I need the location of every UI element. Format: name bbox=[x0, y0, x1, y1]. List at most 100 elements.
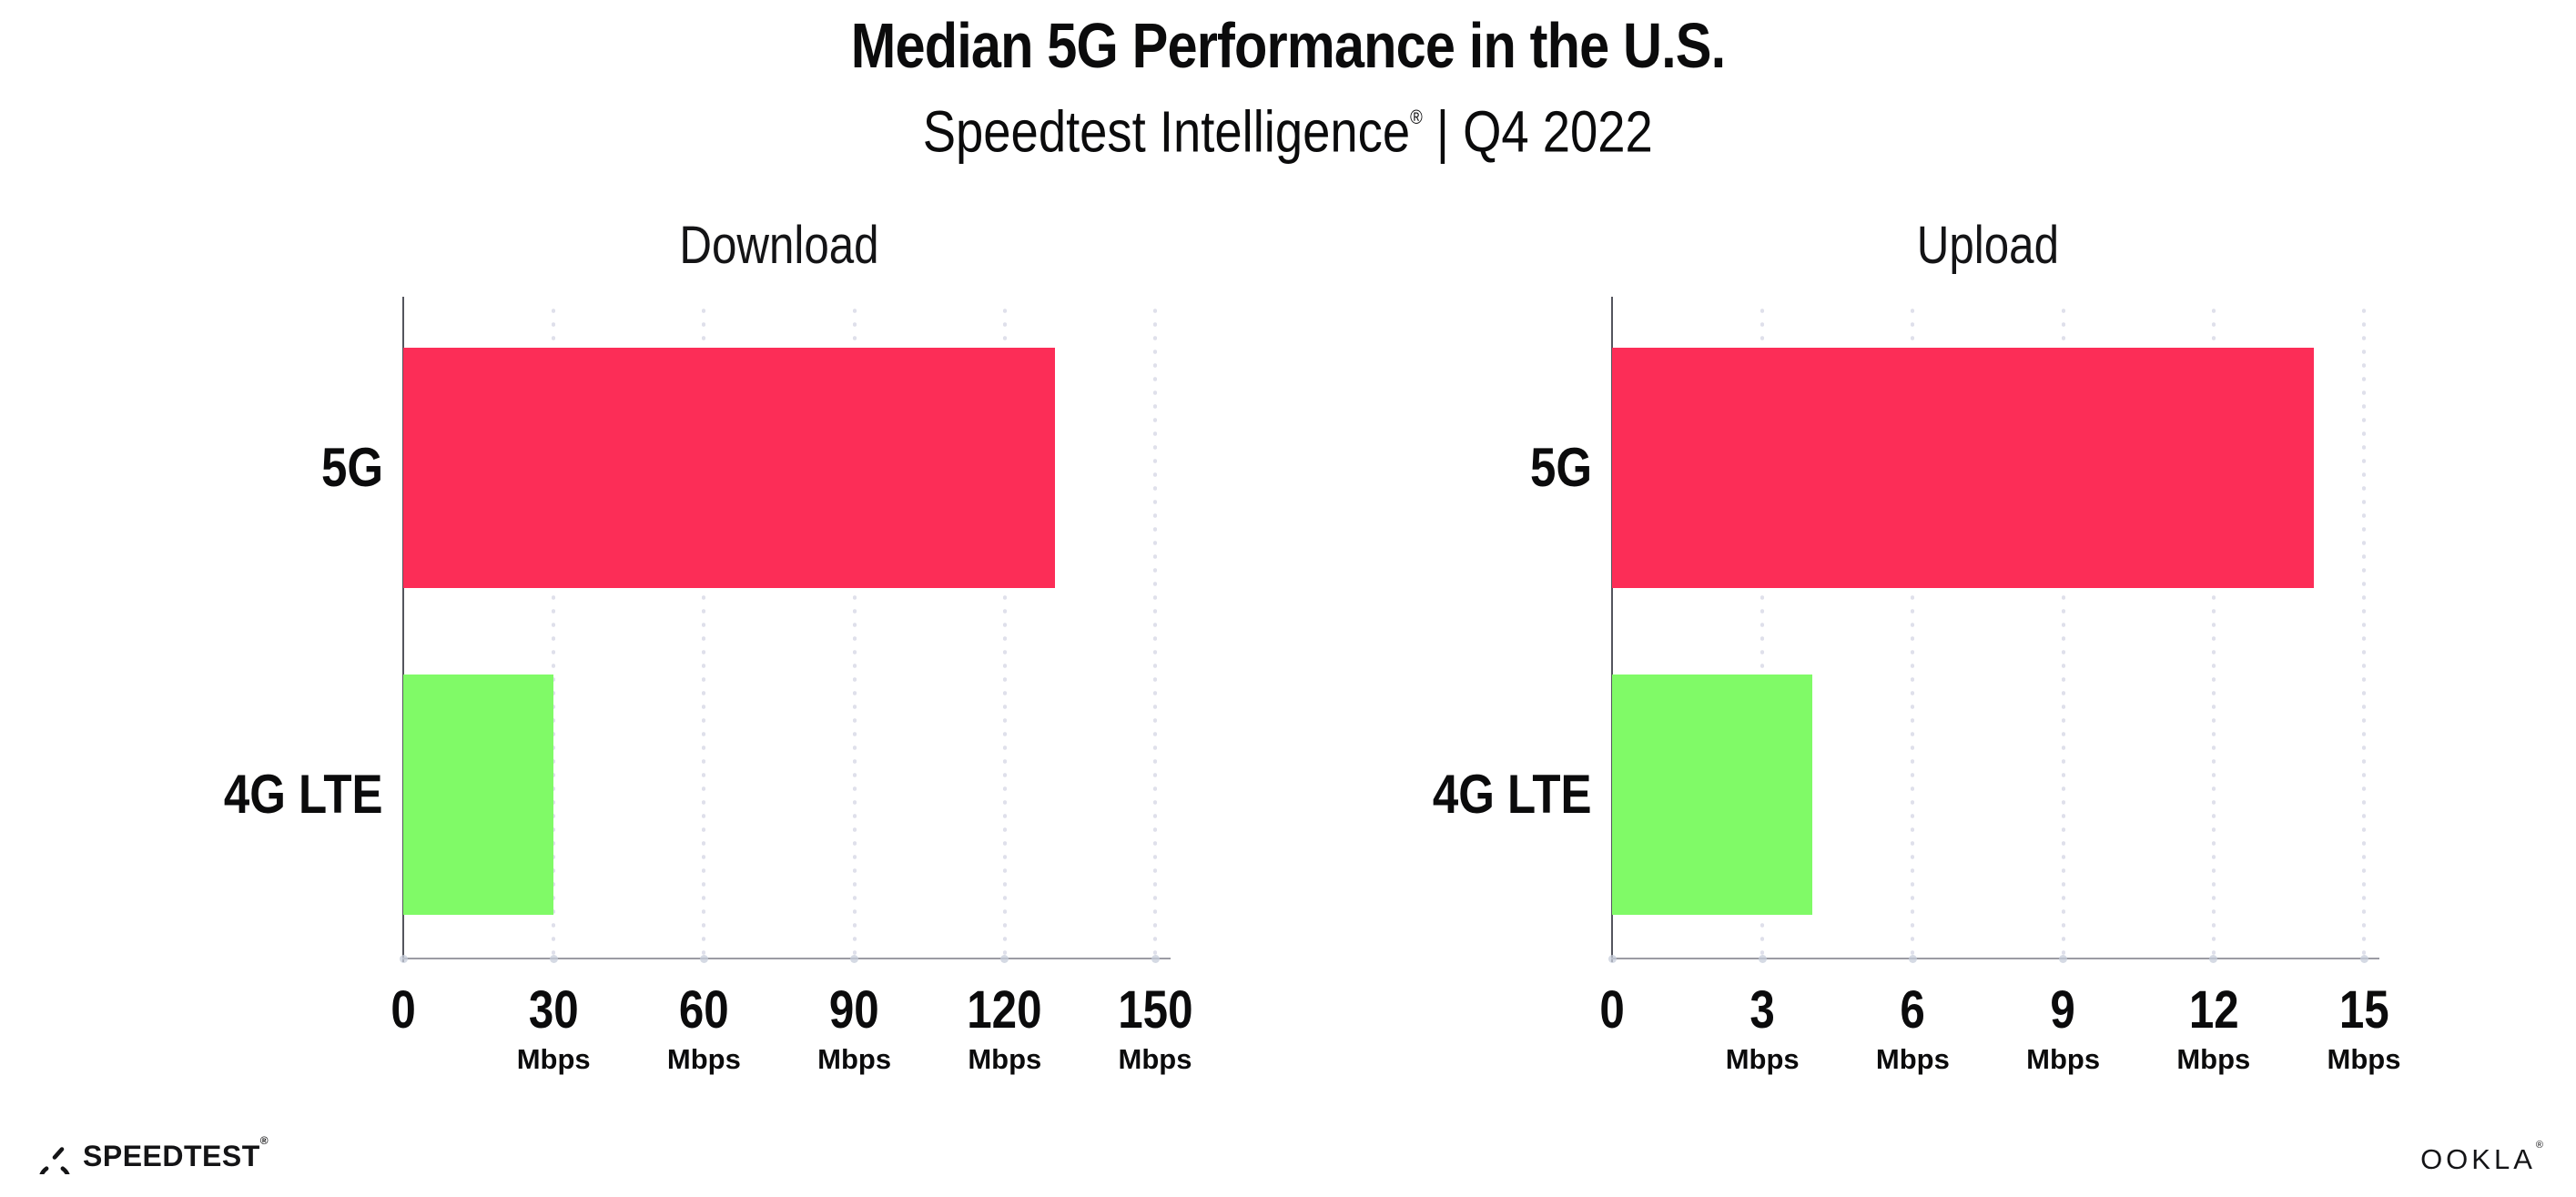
bar-5g bbox=[1612, 347, 2314, 588]
chart-title-upload-text: Upload bbox=[1916, 216, 2060, 275]
ookla-wordmark: OOKLA® bbox=[2420, 1139, 2543, 1176]
tick-number-text: 9 bbox=[2050, 980, 2076, 1040]
tick-unit-label: Mbps bbox=[968, 1043, 1042, 1075]
speedtest-wordmark-text: SPEEDTEST bbox=[83, 1139, 260, 1172]
tick-unit-label: Mbps bbox=[1725, 1043, 1800, 1075]
tick-unit-label: Mbps bbox=[817, 1043, 892, 1075]
page-title-text: Median 5G Performance in the U.S. bbox=[850, 10, 1726, 81]
tick-number: 3 bbox=[1680, 982, 1844, 1039]
bar-4g-lte bbox=[403, 675, 554, 916]
speedtest-registered-mark: ® bbox=[259, 1133, 269, 1147]
upload-plot-area bbox=[1607, 297, 2379, 963]
page-subtitle-text: Speedtest Intelligence® | Q4 2022 bbox=[923, 84, 1653, 172]
tick-unit-label: Mbps bbox=[1118, 1043, 1192, 1075]
chart-title-download: Download bbox=[506, 213, 1052, 279]
tick-unit-label: Mbps bbox=[666, 1043, 741, 1075]
tick-number: 60 bbox=[622, 982, 786, 1039]
tick-number-text: 120 bbox=[967, 980, 1042, 1040]
tick-number: 12 bbox=[2132, 982, 2296, 1039]
tick-number: 9 bbox=[1982, 982, 2145, 1039]
category-label-text: 5G bbox=[320, 436, 383, 498]
gridline-150 bbox=[1153, 304, 1157, 959]
axis-tick-dot bbox=[1607, 955, 1617, 963]
tick-number: 0 bbox=[1530, 982, 1694, 1039]
subtitle-brand: Speedtest Intelligence bbox=[922, 98, 1411, 165]
bar-5g bbox=[403, 347, 1055, 588]
axis-tick-dot bbox=[1758, 955, 1767, 963]
gridline-3 bbox=[1760, 304, 1765, 959]
tick-number: 120 bbox=[923, 982, 1087, 1039]
category-label-text: 5G bbox=[1529, 436, 1592, 498]
axis-tick-dot bbox=[1000, 955, 1009, 963]
tick-number: 0 bbox=[321, 982, 485, 1039]
tick-number-text: 60 bbox=[678, 980, 729, 1040]
tick-number-text: 0 bbox=[390, 980, 416, 1040]
tick-number: 90 bbox=[773, 982, 937, 1039]
tick-number-text: 0 bbox=[1599, 980, 1625, 1040]
axis-tick-dot bbox=[1908, 955, 1917, 963]
x-tick-label-60: 60 Mbps bbox=[622, 982, 786, 1077]
tick-number: 6 bbox=[1831, 982, 1994, 1039]
axis-tick-dot bbox=[2359, 955, 2368, 963]
download-y-axis bbox=[402, 297, 404, 962]
axis-tick-dot bbox=[399, 955, 408, 963]
gridline-60 bbox=[702, 304, 706, 959]
tick-number-text: 6 bbox=[1900, 980, 1926, 1040]
x-tick-label-9: 9 Mbps bbox=[1982, 982, 2145, 1077]
gridline-30 bbox=[552, 304, 556, 959]
gridline-120 bbox=[1002, 304, 1007, 959]
tick-unit-label: Mbps bbox=[516, 1043, 591, 1075]
axis-tick-dot bbox=[1151, 955, 1160, 963]
category-label-text: 4G LTE bbox=[1433, 764, 1592, 826]
tick-number-text: 90 bbox=[829, 980, 880, 1040]
speedtest-gauge-icon bbox=[39, 1147, 70, 1174]
chart-title-upload: Upload bbox=[1715, 213, 2261, 279]
axis-tick-dot bbox=[2059, 955, 2068, 963]
download-x-axis bbox=[402, 958, 1171, 959]
download-plot-area bbox=[399, 297, 1171, 963]
axis-tick-dot bbox=[699, 955, 708, 963]
x-tick-label-30: 30 Mbps bbox=[472, 982, 635, 1077]
x-tick-label-15: 15 Mbps bbox=[2282, 982, 2446, 1077]
x-tick-label-0: 0 bbox=[1530, 982, 1694, 1039]
tick-number-text: 30 bbox=[528, 980, 579, 1040]
bar-4g-lte bbox=[1612, 675, 1813, 916]
upload-y-axis bbox=[1611, 297, 1613, 962]
axis-tick-dot bbox=[850, 955, 859, 963]
x-tick-label-150: 150 Mbps bbox=[1073, 982, 1237, 1077]
speedtest-wordmark: SPEEDTEST® bbox=[83, 1134, 269, 1173]
gridline-6 bbox=[1911, 304, 1915, 959]
tick-number: 150 bbox=[1073, 982, 1237, 1039]
page-title: Median 5G Performance in the U.S. bbox=[0, 4, 2576, 87]
tick-unit-label: Mbps bbox=[2176, 1043, 2251, 1075]
x-tick-label-12: 12 Mbps bbox=[2132, 982, 2296, 1077]
tick-unit-label: Mbps bbox=[1875, 1043, 1950, 1075]
tick-number-text: 150 bbox=[1117, 980, 1193, 1040]
category-label-5g: 5G bbox=[1519, 435, 1592, 501]
ookla-registered-mark: ® bbox=[2535, 1139, 2543, 1151]
tick-number-text: 15 bbox=[2338, 980, 2389, 1040]
tick-number: 30 bbox=[472, 982, 635, 1039]
tick-unit-label: Mbps bbox=[2327, 1043, 2401, 1075]
gridline-15 bbox=[2362, 304, 2366, 959]
upload-x-axis bbox=[1611, 958, 2379, 959]
tick-number: 15 bbox=[2282, 982, 2446, 1039]
x-tick-label-3: 3 Mbps bbox=[1680, 982, 1844, 1077]
gridline-9 bbox=[2061, 304, 2065, 959]
category-label-text: 4G LTE bbox=[224, 764, 383, 826]
x-tick-label-120: 120 Mbps bbox=[923, 982, 1087, 1077]
x-tick-label-90: 90 Mbps bbox=[773, 982, 937, 1077]
speedtest-logo: SPEEDTEST® bbox=[36, 1134, 269, 1174]
category-label-4g-lte: 4G LTE bbox=[1405, 762, 1592, 827]
x-tick-label-0: 0 bbox=[321, 982, 485, 1039]
x-tick-label-6: 6 Mbps bbox=[1831, 982, 1994, 1077]
chart-title-download-text: Download bbox=[679, 216, 879, 275]
axis-tick-dot bbox=[2209, 955, 2218, 963]
page-subtitle: Speedtest Intelligence® | Q4 2022 bbox=[0, 84, 2576, 172]
axis-tick-dot bbox=[549, 955, 558, 963]
subtitle-period: | Q4 2022 bbox=[1422, 98, 1654, 165]
tick-unit-label: Mbps bbox=[2026, 1043, 2101, 1075]
tick-number-text: 3 bbox=[1749, 980, 1775, 1040]
tick-number-text: 12 bbox=[2188, 980, 2239, 1040]
